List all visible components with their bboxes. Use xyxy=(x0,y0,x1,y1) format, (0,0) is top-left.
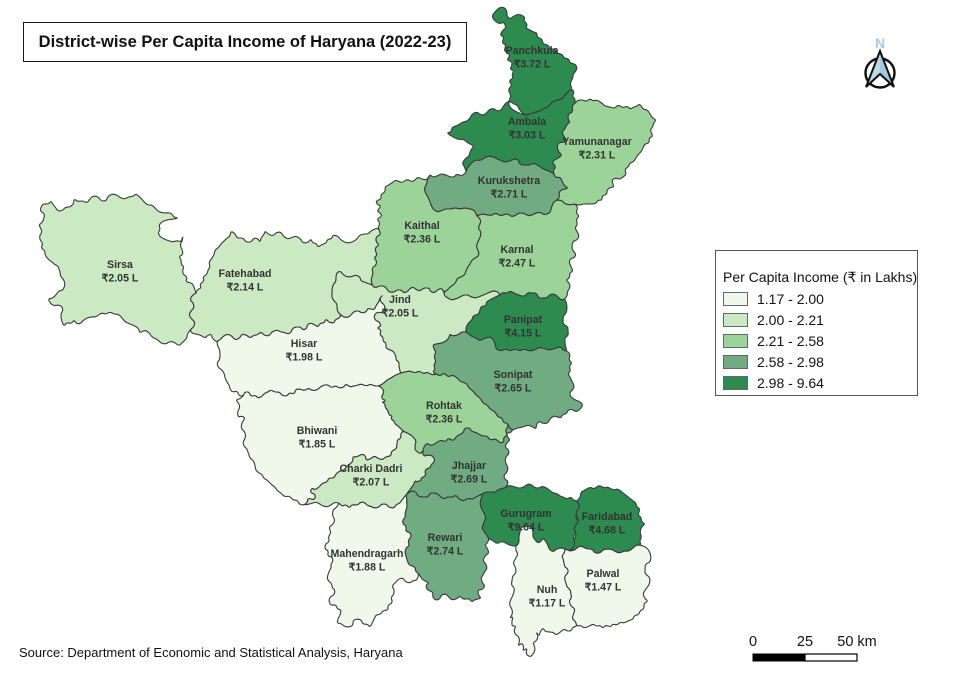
svg-text:₹2.36 L: ₹2.36 L xyxy=(426,414,463,426)
svg-text:Charki Dadri: Charki Dadri xyxy=(340,463,403,475)
svg-text:₹9.64 L: ₹9.64 L xyxy=(508,522,545,534)
svg-text:₹1.85 L: ₹1.85 L xyxy=(299,439,336,451)
svg-text:Kaithal: Kaithal xyxy=(404,220,439,232)
svg-text:N: N xyxy=(875,35,885,51)
svg-text:Jhajjar: Jhajjar xyxy=(452,460,486,472)
svg-text:Rewari: Rewari xyxy=(428,532,463,544)
svg-text:Ambala: Ambala xyxy=(508,116,546,128)
svg-text:₹1.88 L: ₹1.88 L xyxy=(349,562,386,574)
svg-text:50 km: 50 km xyxy=(837,634,877,650)
svg-text:₹2.71 L: ₹2.71 L xyxy=(491,189,528,201)
svg-text:₹3.72 L: ₹3.72 L xyxy=(514,59,551,71)
svg-text:₹2.05 L: ₹2.05 L xyxy=(382,308,419,320)
svg-text:Gurugram: Gurugram xyxy=(500,508,551,520)
svg-text:₹2.47 L: ₹2.47 L xyxy=(499,258,536,270)
svg-text:Kurukshetra: Kurukshetra xyxy=(478,175,541,187)
svg-text:Panipat: Panipat xyxy=(504,314,543,326)
svg-text:Bhiwani: Bhiwani xyxy=(297,425,338,437)
svg-text:₹2.07 L: ₹2.07 L xyxy=(353,477,390,489)
svg-text:₹4.68 L: ₹4.68 L xyxy=(589,525,626,537)
svg-text:25: 25 xyxy=(797,634,813,650)
svg-text:Mahendragarh: Mahendragarh xyxy=(331,548,404,560)
svg-text:Yamunanagar: Yamunanagar xyxy=(562,136,631,148)
svg-text:₹1.98 L: ₹1.98 L xyxy=(286,352,323,364)
svg-text:₹2.31 L: ₹2.31 L xyxy=(579,150,616,162)
svg-text:₹2.74 L: ₹2.74 L xyxy=(427,546,464,558)
svg-text:Rohtak: Rohtak xyxy=(426,400,462,412)
svg-text:₹1.47 L: ₹1.47 L xyxy=(585,582,622,594)
svg-text:₹2.05 L: ₹2.05 L xyxy=(102,273,139,285)
svg-text:Panchkula: Panchkula xyxy=(506,45,559,57)
svg-text:₹2.69 L: ₹2.69 L xyxy=(451,474,488,486)
svg-text:Palwal: Palwal xyxy=(587,568,620,580)
svg-text:₹2.14 L: ₹2.14 L xyxy=(227,282,264,294)
svg-text:₹1.17 L: ₹1.17 L xyxy=(529,598,566,610)
svg-text:₹2.36 L: ₹2.36 L xyxy=(404,234,441,246)
svg-text:₹4.15 L: ₹4.15 L xyxy=(505,328,542,340)
svg-text:Sonipat: Sonipat xyxy=(494,369,533,381)
svg-text:0: 0 xyxy=(749,634,757,650)
svg-text:Jind: Jind xyxy=(389,294,411,306)
svg-text:Sirsa: Sirsa xyxy=(107,259,133,271)
svg-text:₹3.03 L: ₹3.03 L xyxy=(509,130,546,142)
svg-text:Nuh: Nuh xyxy=(537,584,558,596)
svg-text:Faridabad: Faridabad xyxy=(582,511,633,523)
svg-text:Fatehabad: Fatehabad xyxy=(219,268,272,280)
svg-text:Hisar: Hisar xyxy=(291,338,318,350)
svg-text:Karnal: Karnal xyxy=(501,244,534,256)
svg-text:₹2.65 L: ₹2.65 L xyxy=(495,383,532,395)
